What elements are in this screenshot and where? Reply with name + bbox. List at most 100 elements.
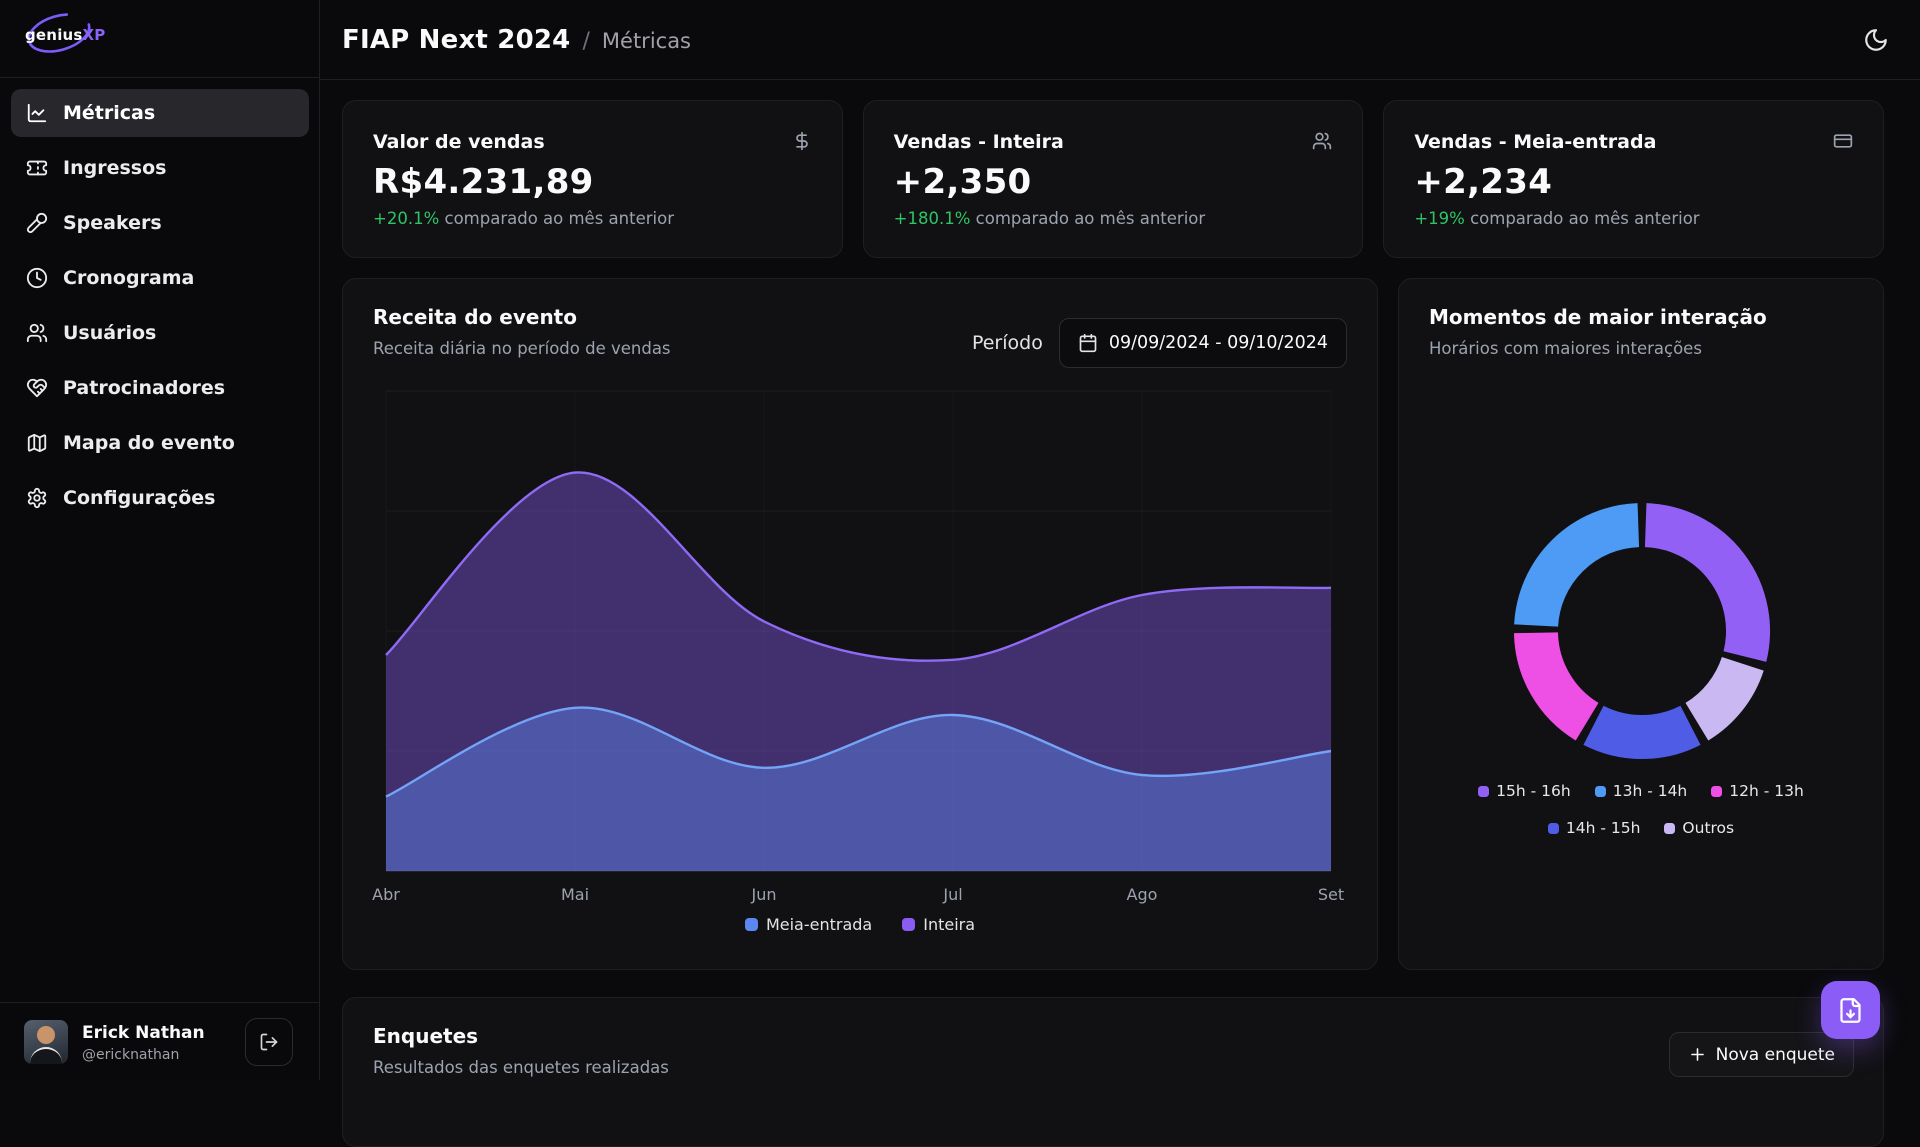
legend-label: 14h - 15h (1566, 819, 1641, 837)
clock-icon (26, 267, 48, 289)
sidebar-nav: Métricas Ingressos Speakers Cronograma Usuár… (0, 89, 320, 529)
polls-card: Enquetes Resultados das enquetes realiza… (342, 997, 1884, 1147)
svg-text:Abr: Abr (372, 885, 400, 904)
sidebar-item-mapa-do-evento[interactable]: Mapa do evento (11, 419, 309, 467)
map-icon (26, 432, 48, 454)
user-box: Erick Nathan @ericknathan (0, 1002, 320, 1080)
legend-label: Meia-entrada (766, 915, 872, 934)
sidebar-item-label: Ingressos (63, 157, 166, 179)
legend-swatch (1711, 786, 1722, 797)
revenue-card: Receita do evento Receita diária no perí… (342, 278, 1378, 970)
users-icon (1312, 131, 1332, 151)
stat-card-vendas---inteira: Vendas - Inteira +2,350 +180.1% comparado … (863, 100, 1364, 258)
user-handle: @ericknathan (82, 1047, 179, 1063)
new-poll-button-label: Nova enquete (1716, 1045, 1835, 1065)
revenue-chart-legend: Meia-entrada Inteira (343, 915, 1377, 934)
stat-delta: +19% comparado ao mês anterior (1414, 209, 1853, 228)
sidebar-item-configuracoes[interactable]: Configurações (11, 474, 309, 522)
page-title: FIAP Next 2024 (342, 25, 570, 55)
sidebar-item-ingressos[interactable]: Ingressos (11, 144, 309, 192)
sidebar-item-label: Speakers (63, 212, 162, 234)
heart-handshake-icon (26, 377, 48, 399)
legend-label: 13h - 14h (1613, 782, 1688, 800)
user-name: Erick Nathan (82, 1023, 205, 1043)
stat-value: +2,234 (1414, 162, 1853, 202)
ticket-icon (26, 157, 48, 179)
stat-card-vendas---meia-entrada: Vendas - Meia-entrada +2,234 +19% comparad… (1383, 100, 1884, 258)
log-out-icon (259, 1032, 279, 1052)
legend-swatch (1595, 786, 1606, 797)
svg-text:Set: Set (1318, 885, 1344, 904)
legend-label: Inteira (923, 915, 975, 934)
stat-value: +2,350 (894, 162, 1333, 202)
legend-label: 15h - 16h (1496, 782, 1571, 800)
sidebar: geniusXP Métricas Ingressos Speakers Cronog… (0, 0, 320, 1080)
users-icon (26, 322, 48, 344)
stat-title: Vendas - Meia-entrada (1414, 131, 1656, 153)
revenue-area-chart: Abr Mai Jun Jul Ago Set (343, 279, 1379, 971)
donut-legend: 15h - 16h 13h - 14h 12h - 13h 14h - 15h Outr… (1399, 782, 1883, 837)
moon-icon (1863, 27, 1889, 53)
legend-item-meia-entrada: Meia-entrada (745, 915, 872, 934)
stat-card-valor-de-vendas: Valor de vendas R$4.231,89 +20.1% comparad… (342, 100, 843, 258)
brand-name: geniusXP (25, 26, 106, 44)
stat-delta: +180.1% comparado ao mês anterior (894, 209, 1333, 228)
file-down-icon (1837, 997, 1864, 1024)
interactions-card: Momentos de maior interação Horários com… (1398, 278, 1884, 970)
legend-item-12h---13h: 12h - 13h (1711, 782, 1804, 800)
settings-icon (26, 487, 48, 509)
mic-icon (26, 212, 48, 234)
legend-swatch (1478, 786, 1489, 797)
stat-delta: +20.1% comparado ao mês anterior (373, 209, 812, 228)
credit-card-icon (1833, 131, 1853, 151)
legend-item-inteira: Inteira (902, 915, 975, 934)
legend-item-15h---16h: 15h - 16h (1478, 782, 1571, 800)
sidebar-item-label: Usuários (63, 322, 156, 344)
sidebar-item-label: Patrocinadores (63, 377, 225, 399)
legend-item-14h---15h: 14h - 15h (1548, 819, 1641, 837)
legend-swatch (1548, 823, 1559, 834)
theme-toggle-button[interactable] (1852, 16, 1900, 64)
brand-logo: geniusXP (0, 0, 319, 78)
donut-legend-row: 14h - 15h Outros (1548, 819, 1734, 837)
legend-label: 12h - 13h (1729, 782, 1804, 800)
avatar (24, 1020, 68, 1064)
donut-legend-row: 15h - 16h 13h - 14h 12h - 13h (1478, 782, 1804, 800)
svg-text:Jul: Jul (942, 885, 962, 904)
stat-title: Vendas - Inteira (894, 131, 1064, 153)
legend-label: Outros (1682, 819, 1734, 837)
svg-text:Mai: Mai (561, 885, 589, 904)
chart-line-icon (26, 102, 48, 124)
legend-swatch (902, 918, 915, 931)
interactions-donut-chart (1399, 279, 1885, 971)
svg-text:Ago: Ago (1127, 885, 1158, 904)
new-poll-button[interactable]: Nova enquete (1669, 1032, 1854, 1077)
sidebar-item-usuarios[interactable]: Usuários (11, 309, 309, 357)
sidebar-item-label: Mapa do evento (63, 432, 235, 454)
sidebar-item-label: Métricas (63, 102, 155, 124)
breadcrumb-section: Métricas (602, 29, 691, 53)
main-content: Valor de vendas R$4.231,89 +20.1% comparad… (320, 80, 1920, 1080)
sidebar-item-cronograma[interactable]: Cronograma (11, 254, 309, 302)
dollar-sign-icon (792, 131, 812, 151)
legend-swatch (745, 918, 758, 931)
legend-item-13h---14h: 13h - 14h (1595, 782, 1688, 800)
breadcrumb: FIAP Next 2024 / Métricas (342, 25, 691, 55)
sidebar-item-metricas[interactable]: Métricas (11, 89, 309, 137)
plus-icon (1688, 1045, 1707, 1064)
legend-item-outros: Outros (1664, 819, 1734, 837)
sidebar-item-speakers[interactable]: Speakers (11, 199, 309, 247)
sidebar-item-patrocinadores[interactable]: Patrocinadores (11, 364, 309, 412)
sidebar-item-label: Configurações (63, 487, 215, 509)
svg-text:Jun: Jun (751, 885, 777, 904)
export-report-button[interactable] (1821, 981, 1880, 1039)
polls-card-title: Enquetes (373, 1024, 478, 1048)
stat-value: R$4.231,89 (373, 162, 812, 202)
logout-button[interactable] (245, 1018, 293, 1066)
polls-card-subtitle: Resultados das enquetes realizadas (373, 1058, 669, 1077)
legend-swatch (1664, 823, 1675, 834)
header: FIAP Next 2024 / Métricas (320, 0, 1920, 80)
stat-title: Valor de vendas (373, 131, 545, 153)
sidebar-item-label: Cronograma (63, 267, 194, 289)
stats-row: Valor de vendas R$4.231,89 +20.1% comparad… (342, 100, 1884, 258)
